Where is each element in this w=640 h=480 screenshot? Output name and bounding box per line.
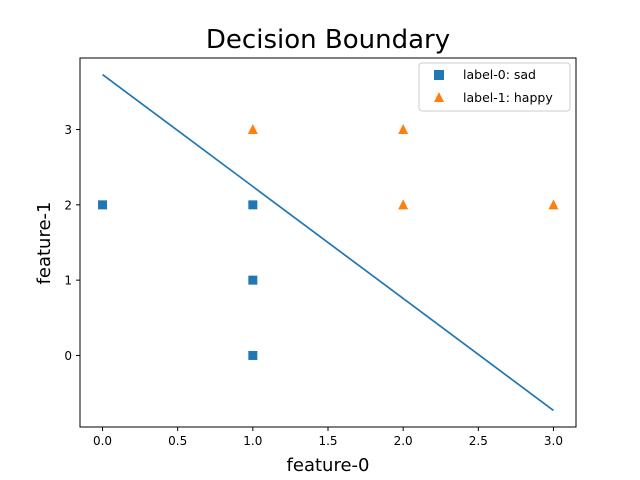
legend-label-happy: label-1: happy <box>463 90 553 105</box>
x-tick-label: 3.0 <box>544 434 563 448</box>
x-tick-label: 1.5 <box>318 434 337 448</box>
legend-square-marker <box>434 70 444 80</box>
y-tick-label: 0 <box>64 349 72 363</box>
y-tick-label: 3 <box>64 123 72 137</box>
x-tick-label: 0.0 <box>93 434 112 448</box>
x-tick-label: 2.5 <box>469 434 488 448</box>
chart-title: Decision Boundary <box>206 25 450 55</box>
decision-boundary-line <box>102 73 554 412</box>
happy-point-marker <box>398 124 409 135</box>
x-tick-label: 2.0 <box>394 434 413 448</box>
plot-area <box>98 73 559 412</box>
sad-point-marker <box>248 200 258 210</box>
x-tick-label: 0.5 <box>168 434 187 448</box>
y-tick-label: 2 <box>64 198 72 212</box>
x-axis-ticks: 0.0 0.5 1.0 1.5 2.0 2.5 3.0 <box>93 427 563 448</box>
y-axis-ticks: 0 1 2 3 <box>64 123 80 363</box>
legend-triangle-marker <box>434 92 444 102</box>
legend: label-0: sad label-1: happy <box>418 62 571 112</box>
sad-point-marker <box>248 350 258 360</box>
happy-point-marker <box>398 199 409 210</box>
happy-point-marker <box>247 124 258 135</box>
happy-point-marker <box>548 199 559 210</box>
y-axis-label: feature-1 <box>34 202 55 285</box>
x-axis-label: feature-0 <box>287 455 370 476</box>
x-tick-label: 1.0 <box>243 434 262 448</box>
legend-box <box>418 62 571 112</box>
y-tick-label: 1 <box>64 274 72 288</box>
sad-point-marker <box>98 200 108 210</box>
legend-label-sad: label-0: sad <box>463 67 536 82</box>
sad-point-marker <box>248 275 258 285</box>
